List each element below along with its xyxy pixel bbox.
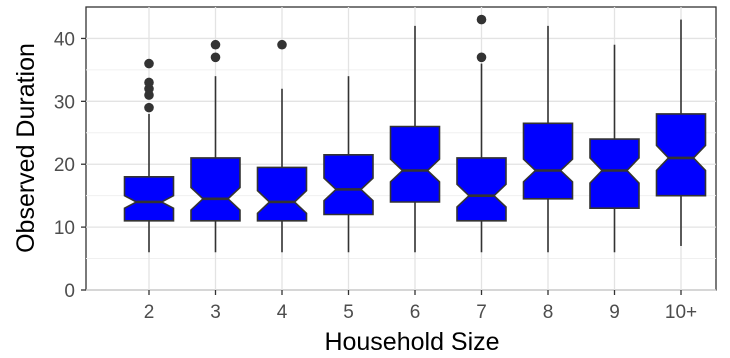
box-7 [456, 14, 507, 253]
x-tick-label: 4 [277, 302, 288, 323]
box-body [323, 154, 374, 216]
box-body [256, 166, 308, 222]
box-body [522, 122, 574, 200]
box-5 [323, 76, 374, 253]
outlier-point [144, 77, 154, 88]
x-axis: 2 3 4 5 6 7 8 9 10+ [144, 290, 697, 323]
box-body [655, 113, 707, 197]
outlier-point [210, 39, 221, 50]
box-body [456, 157, 507, 222]
box-2 [123, 58, 175, 253]
box-8 [522, 25, 574, 253]
x-tick-label: 9 [609, 302, 620, 323]
x-tick-label: 5 [343, 302, 354, 323]
box-body [589, 138, 640, 209]
x-tick-label: 8 [543, 302, 554, 323]
box-body [123, 176, 175, 222]
y-tick-label: 30 [54, 92, 75, 113]
x-tick-label: 3 [210, 302, 221, 323]
y-axis-title: Observed Duration [12, 43, 40, 253]
y-axis: 0 10 20 30 40 [54, 29, 86, 302]
box-body [190, 157, 241, 222]
y-tick-label: 40 [54, 29, 75, 50]
outlier-point [210, 52, 221, 63]
box-3 [190, 39, 241, 253]
box-4 [256, 39, 308, 253]
x-tick-label: 2 [144, 302, 155, 323]
y-tick-label: 0 [64, 281, 75, 302]
box-6 [389, 25, 441, 253]
y-tick-label: 10 [54, 218, 75, 239]
x-axis-title: Household Size [324, 328, 499, 356]
outlier-point [144, 58, 154, 69]
outlier-point [476, 52, 487, 63]
box-body [389, 125, 441, 203]
y-tick-label: 20 [54, 155, 75, 176]
box-series [123, 14, 707, 253]
x-tick-label: 10+ [665, 302, 697, 323]
box-10+ [655, 19, 707, 246]
box-9 [589, 44, 640, 253]
outlier-point [476, 14, 487, 25]
outlier-point [277, 39, 287, 50]
x-tick-label: 7 [476, 302, 487, 323]
outlier-point [144, 102, 154, 113]
x-tick-label: 6 [410, 302, 421, 323]
